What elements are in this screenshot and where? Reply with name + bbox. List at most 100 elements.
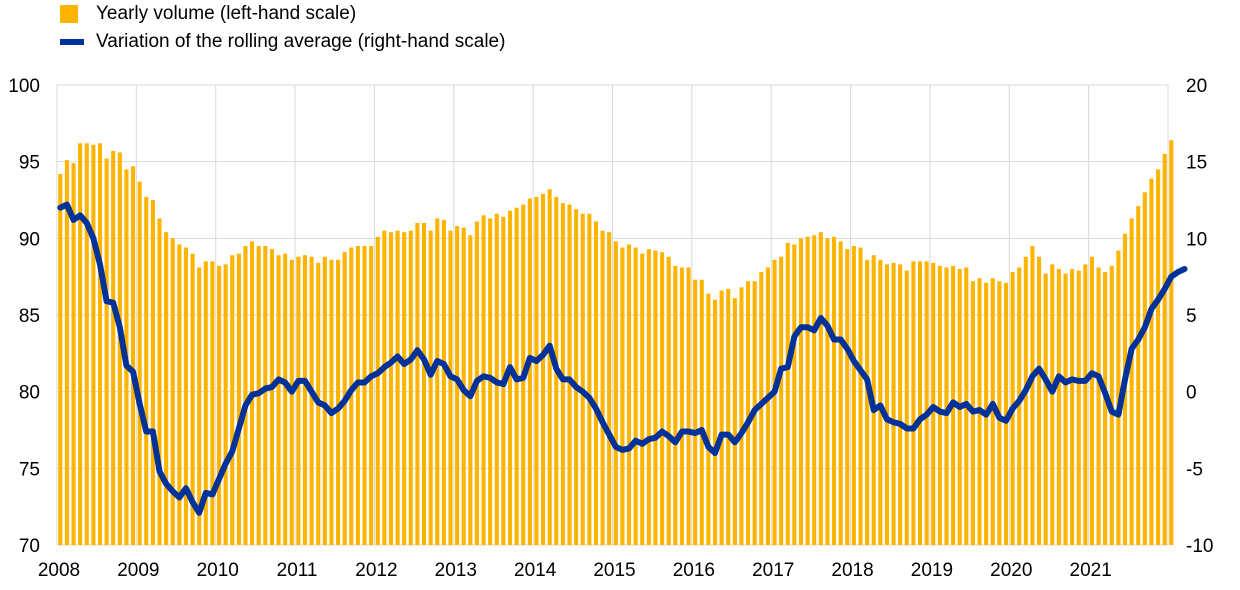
bar xyxy=(1162,154,1167,545)
right-axis-tick-label: 0 xyxy=(1186,383,1197,404)
bar xyxy=(792,244,797,545)
bar xyxy=(1043,273,1048,545)
bar xyxy=(673,265,678,545)
left-axis-tick-label: 100 xyxy=(8,76,40,97)
bar xyxy=(613,241,618,545)
bar xyxy=(408,230,413,545)
bar xyxy=(421,223,427,545)
bar xyxy=(812,235,817,545)
bar xyxy=(640,253,645,545)
bar xyxy=(1056,269,1061,545)
bar xyxy=(302,255,308,545)
bar xyxy=(1149,178,1154,546)
bar xyxy=(170,238,175,546)
bar xyxy=(1076,270,1081,545)
bar xyxy=(355,246,360,545)
bar xyxy=(534,196,539,545)
bar xyxy=(653,250,658,545)
line-series-rolling-average xyxy=(57,201,1188,516)
left-axis-tick-label: 70 xyxy=(19,536,40,557)
bar xyxy=(428,230,433,545)
left-axis-tick-label: 75 xyxy=(19,459,40,480)
bar xyxy=(699,279,704,545)
bar xyxy=(375,236,380,546)
bar xyxy=(626,244,632,545)
x-axis-tick-label: 2013 xyxy=(435,560,477,581)
bar xyxy=(283,253,288,545)
bar xyxy=(309,256,314,545)
bar xyxy=(759,272,764,545)
bar xyxy=(851,246,856,545)
bar xyxy=(633,247,638,546)
bar xyxy=(388,232,394,545)
bar xyxy=(203,261,208,545)
bar xyxy=(104,158,109,545)
bar xyxy=(904,270,909,545)
bar xyxy=(646,249,651,546)
bar xyxy=(587,213,592,546)
bar xyxy=(1083,264,1088,545)
bar xyxy=(1129,218,1134,545)
bar xyxy=(818,232,823,545)
bar xyxy=(91,144,96,546)
bar xyxy=(666,256,671,545)
bar xyxy=(1136,206,1141,545)
bar xyxy=(917,261,923,545)
legend-item-rolling-average: Variation of the rolling average (right-… xyxy=(60,28,505,56)
x-axis-tick-label: 2020 xyxy=(990,560,1032,581)
legend-item-yearly-volume: Yearly volume (left-hand scale) xyxy=(60,0,505,28)
bar xyxy=(1142,192,1147,546)
x-axis-tick-label: 2017 xyxy=(752,560,794,581)
bar xyxy=(78,143,83,545)
bar xyxy=(607,232,612,545)
bar xyxy=(732,298,737,545)
bar xyxy=(924,261,929,545)
bar xyxy=(593,221,599,545)
bar xyxy=(488,218,493,545)
bar xyxy=(369,246,374,545)
x-axis-tick-label: 2019 xyxy=(911,560,953,581)
bar xyxy=(765,267,770,545)
bar xyxy=(845,249,850,546)
bar xyxy=(1116,250,1121,545)
bar xyxy=(183,247,189,546)
bar xyxy=(137,181,142,545)
x-axis-tick-label: 2012 xyxy=(355,560,397,581)
bar xyxy=(620,247,625,546)
bar xyxy=(448,230,453,545)
bar xyxy=(1023,256,1028,545)
bar xyxy=(567,204,572,545)
left-axis-tick-label: 95 xyxy=(19,153,40,174)
bar xyxy=(230,255,235,545)
bar xyxy=(97,143,103,545)
bar xyxy=(402,232,407,545)
x-axis-tick-label: 2011 xyxy=(277,560,318,581)
right-axis-tick-label: 15 xyxy=(1186,153,1207,174)
x-axis-tick-label: 2010 xyxy=(197,560,239,581)
bar xyxy=(84,143,89,545)
right-axis-tick-label: -10 xyxy=(1186,536,1213,557)
bar xyxy=(455,226,460,546)
bar xyxy=(336,259,341,545)
bar xyxy=(891,262,896,545)
bar xyxy=(150,200,155,545)
bar xyxy=(58,173,63,545)
bar xyxy=(263,246,268,545)
bar xyxy=(441,219,446,545)
x-axis-tick-label: 2021 xyxy=(1070,560,1112,581)
bar xyxy=(157,218,162,545)
bar xyxy=(117,152,122,545)
bar xyxy=(289,259,294,545)
bar xyxy=(164,232,169,545)
bar xyxy=(831,236,837,546)
legend-swatch-line xyxy=(60,39,84,45)
left-axis-tick-label: 80 xyxy=(19,383,40,404)
left-axis-tick-label: 90 xyxy=(19,229,40,250)
bar xyxy=(580,213,585,546)
bar xyxy=(719,290,724,545)
bar xyxy=(541,193,546,545)
bar xyxy=(276,255,281,545)
bar xyxy=(415,223,420,545)
bar xyxy=(798,238,804,546)
right-axis-tick-label: -5 xyxy=(1186,459,1203,480)
